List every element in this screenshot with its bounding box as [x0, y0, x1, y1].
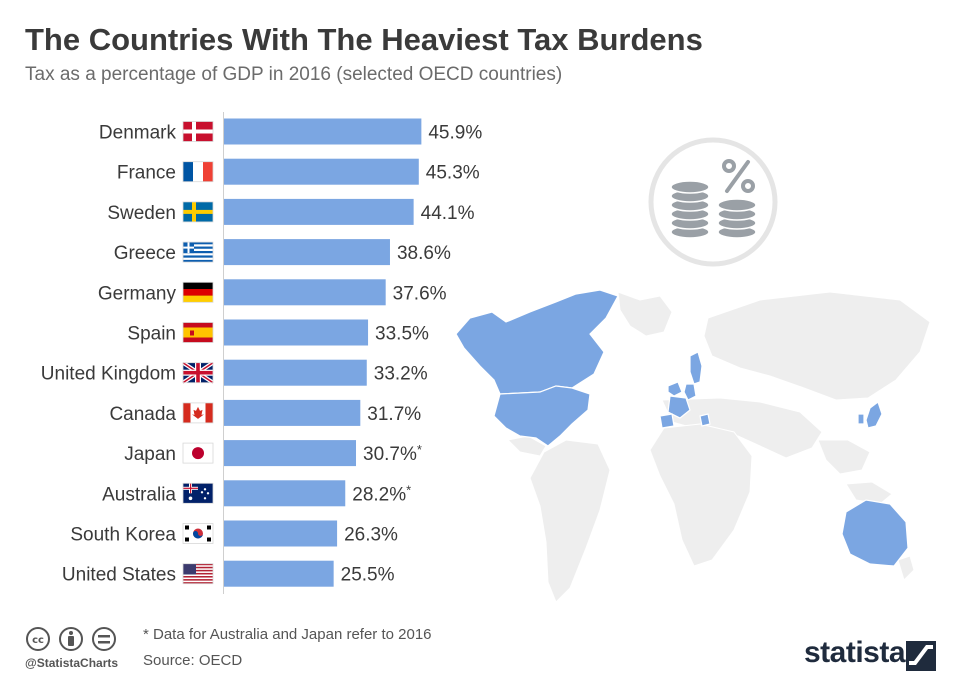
- world-map-illustration: [455, 289, 931, 603]
- value-label-united-states: 25.5%: [341, 565, 395, 586]
- flag-japan-icon: [182, 442, 214, 464]
- category-label-denmark: Denmark: [99, 123, 177, 144]
- source-note: Source: OECD: [143, 652, 243, 669]
- chart-subtitle: Tax as a percentage of GDP in 2016 (sele…: [25, 64, 563, 85]
- value-label-denmark: 45.9%: [428, 123, 482, 144]
- bar-spain: [224, 319, 369, 346]
- category-label-spain: Spain: [127, 324, 176, 345]
- category-label-germany: Germany: [98, 283, 177, 304]
- bar-united-kingdom: [224, 359, 367, 386]
- value-label-united-kingdom: 33.2%: [374, 364, 428, 385]
- flag-denmark-icon: [182, 121, 214, 142]
- flag-canada-icon: [182, 402, 214, 424]
- value-label-germany: 37.6%: [393, 283, 447, 304]
- footnote: * Data for Australia and Japan refer to …: [143, 626, 432, 643]
- statista-handle: @StatistaCharts: [25, 656, 119, 670]
- flag-france-icon: [182, 161, 214, 183]
- bar-japan: [224, 440, 357, 467]
- chart-title: The Countries With The Heaviest Tax Burd…: [25, 22, 703, 57]
- value-label-japan: 30.7%*: [363, 442, 422, 465]
- category-label-south-korea: South Korea: [70, 525, 176, 546]
- bar-germany: [224, 279, 386, 306]
- flag-united-states-icon: [182, 563, 214, 585]
- value-label-sweden: 44.1%: [421, 203, 475, 224]
- category-label-canada: Canada: [109, 404, 176, 425]
- category-label-greece: Greece: [114, 243, 176, 264]
- flag-sweden-icon: [182, 201, 214, 223]
- bar-france: [224, 158, 419, 185]
- flag-south-korea-icon: [182, 523, 214, 544]
- category-label-australia: Australia: [102, 484, 176, 505]
- bar-greece: [224, 239, 390, 266]
- bar-united-states: [224, 560, 334, 587]
- cc-license-icons: cc: [26, 627, 116, 651]
- bar-denmark: [224, 118, 422, 145]
- bar-rows: Denmark 45.9% France 45.3% Sweden 44.1% Greece…: [41, 118, 482, 587]
- bar-sweden: [224, 198, 414, 225]
- bar-australia: [224, 480, 346, 507]
- category-label-france: France: [117, 163, 176, 184]
- statista-logo-icon: [906, 641, 936, 671]
- flag-germany-icon: [182, 281, 214, 303]
- value-label-spain: 33.5%: [375, 324, 429, 345]
- flag-united-kingdom-icon: [181, 361, 215, 385]
- value-label-greece: 38.6%: [397, 243, 451, 264]
- value-label-australia: 28.2%*: [352, 482, 411, 505]
- category-label-united-kingdom: United Kingdom: [41, 364, 176, 385]
- bar-canada: [224, 399, 361, 426]
- flag-greece-icon: [182, 241, 214, 263]
- coins-percent-icon: [648, 137, 778, 267]
- category-label-japan: Japan: [124, 444, 176, 465]
- category-label-sweden: Sweden: [107, 203, 176, 224]
- svg-text:cc: cc: [32, 635, 44, 646]
- value-label-south-korea: 26.3%: [344, 525, 398, 546]
- bar-south-korea: [224, 520, 338, 547]
- value-label-canada: 31.7%: [367, 404, 421, 425]
- flag-spain-icon: [182, 322, 214, 343]
- value-label-france: 45.3%: [426, 163, 480, 184]
- statista-brand: statista: [804, 636, 906, 669]
- flag-australia-icon: [182, 482, 214, 504]
- category-label-united-states: United States: [62, 565, 176, 586]
